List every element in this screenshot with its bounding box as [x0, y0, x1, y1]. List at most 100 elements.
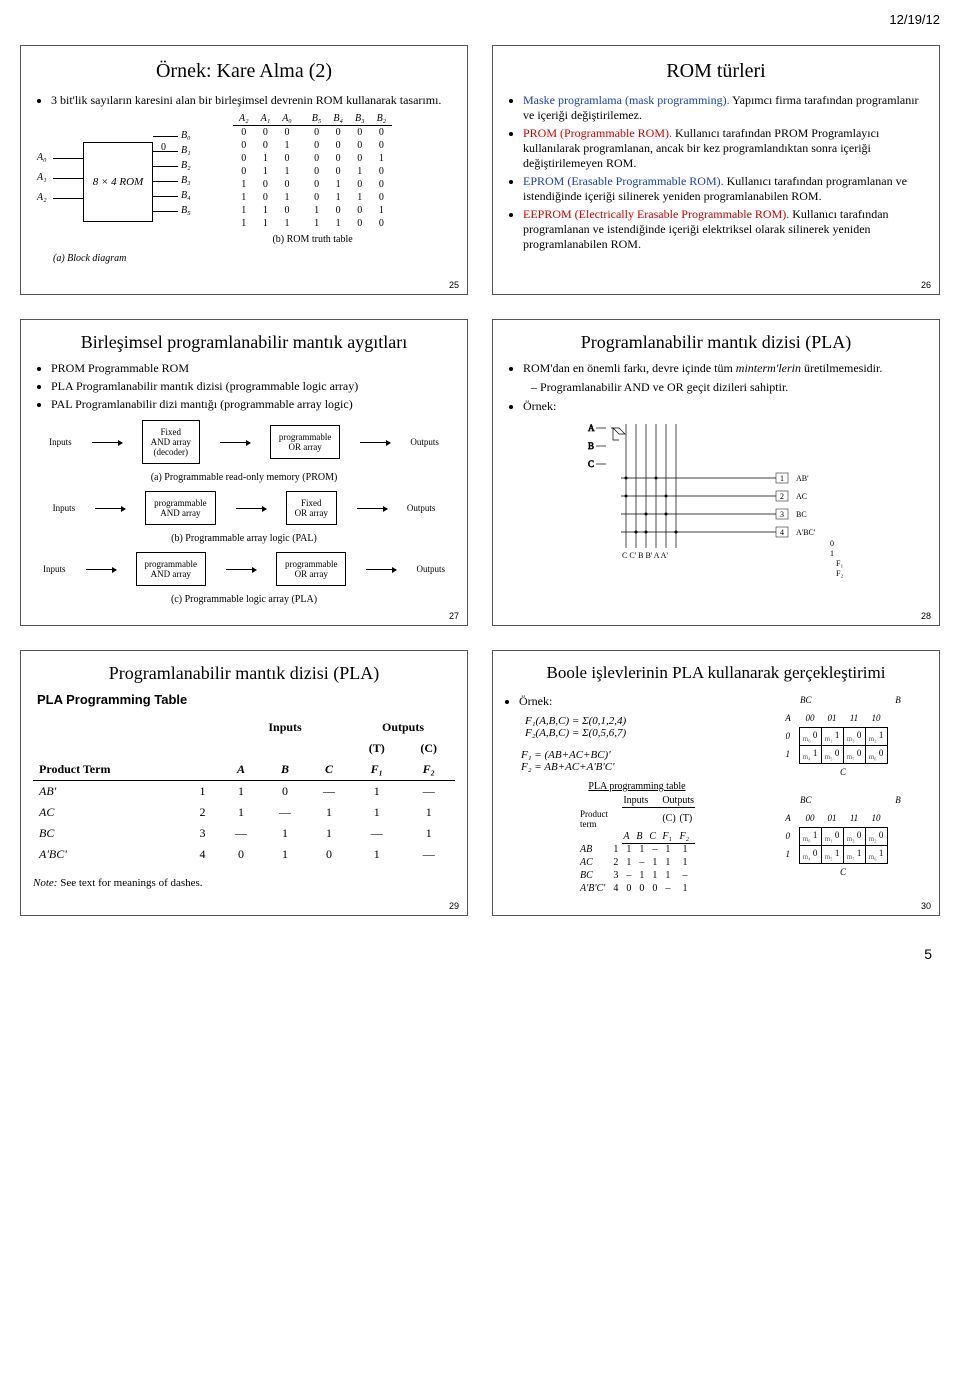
kmap-cell: m₆ 1 [865, 845, 887, 863]
svg-text:1: 1 [780, 474, 784, 483]
truth-cell: 0 [371, 178, 393, 191]
cell: – [661, 882, 678, 895]
cell: 1 [678, 843, 695, 856]
slide-number: 29 [449, 901, 459, 911]
caption-b: (b) ROM truth table [233, 234, 392, 245]
slide25-body: 8 × 4 ROM A₀ A₁ A₂ B₀ B₁ B₂ B₃ B₄ B₅ [33, 112, 455, 262]
truth-header: A₁ [255, 112, 277, 126]
slide-title: Programlanabilir mantık dizisi (PLA) [33, 663, 455, 684]
svg-text:B: B [588, 441, 594, 451]
truth-cell: 0 [302, 152, 328, 165]
truth-cell: 1 [276, 139, 302, 152]
cell: 1 [661, 856, 678, 869]
arrow-icon [357, 508, 387, 509]
struct-row: Inputsprogrammable AND arrayprogrammable… [33, 552, 455, 586]
kmap-cell: m₀ 1 [799, 827, 821, 845]
svg-text:1: 1 [830, 549, 834, 558]
truth-header: B₂ [371, 112, 393, 126]
truth-cell: 1 [276, 217, 302, 230]
kmap-table: BCBA000111100m₀ 1m₁ 0m₃ 0m₂ 01m₄ 0m₅ 1m₇… [777, 791, 909, 881]
line [153, 181, 178, 182]
truth-cell: 0 [302, 139, 328, 152]
col-a: A [219, 759, 263, 781]
truth-cell: 0 [349, 217, 371, 230]
in-a1: A₁ [37, 172, 47, 183]
highlight-text: EEPROM (Electrically Erasable Programmab… [523, 207, 789, 221]
slide-number: 27 [449, 611, 459, 621]
truth-cell: 0 [327, 204, 349, 217]
cell: 1 [609, 843, 622, 856]
slide-27: Birleşimsel programlanabilir mantık aygı… [20, 319, 468, 626]
and-box: programmable AND array [145, 491, 215, 525]
note-text: See text for meanings of dashes. [57, 877, 202, 889]
kmap-cell: m₂ 0 [865, 827, 887, 845]
truth-cell: 0 [371, 217, 393, 230]
col-outputs: Outputs [351, 717, 455, 738]
in-label: Inputs [43, 564, 66, 574]
svg-text:C: C [588, 459, 594, 469]
truth-cell: 1 [255, 152, 277, 165]
out-label: Outputs [410, 437, 439, 447]
col-c2: (C) [661, 808, 678, 830]
cell: 3 [609, 869, 622, 882]
slide-desc: 3 bit'lik sayıların karesini alan bir bi… [51, 93, 455, 108]
out-label: Outputs [416, 564, 445, 574]
cell: 0 [622, 882, 635, 895]
truth-cell: 0 [255, 178, 277, 191]
cell: 2 [609, 856, 622, 869]
list-item: Maske programlama (mask programming). Ya… [523, 93, 927, 123]
cell: 1 [186, 781, 219, 803]
truth-row: 1010110 [233, 191, 392, 204]
arrow-icon [220, 442, 250, 443]
struct-caption: (c) Programmable logic array (PLA) [33, 594, 455, 605]
cell: — [402, 781, 455, 803]
truth-cell: 0 [349, 178, 371, 191]
truth-header: B₅ [302, 112, 328, 126]
ornek-label: Örnek: [519, 694, 769, 709]
out-b1: B₁ [181, 145, 191, 156]
truth-cell: 0 [302, 191, 328, 204]
out-b5: B₅ [181, 205, 191, 216]
arrow-icon [226, 569, 256, 570]
truth-cell: 1 [349, 191, 371, 204]
kmap-cell: m₆ 0 [865, 745, 887, 763]
out-b2: B₂ [181, 160, 191, 171]
slide-26: ROM türleri Maske programlama (mask prog… [492, 45, 940, 295]
text: üretilmemesidir. [801, 361, 882, 375]
slide-25: Örnek: Kare Alma (2) 3 bit'lik sayıların… [20, 45, 468, 295]
table-row: AB111–11 [579, 843, 695, 856]
cell: 1 [635, 869, 648, 882]
text: ROM'dan en önemli farkı, devre içinde tü… [523, 361, 736, 375]
cell: 1 [661, 843, 678, 856]
caption-a: (a) Block diagram [53, 253, 126, 264]
truth-row: 1101001 [233, 204, 392, 217]
truth-cell: 0 [276, 178, 302, 191]
col-f2: F₂ [402, 759, 455, 781]
truth-cell: 0 [302, 126, 328, 140]
table-row: BC3–111– [579, 869, 695, 882]
truth-row: 1000100 [233, 178, 392, 191]
truth-cell: 0 [349, 139, 371, 152]
svg-text:2: 2 [780, 492, 784, 501]
col-f1: F₁ [661, 830, 678, 844]
cell: 1 [661, 869, 678, 882]
truth-row: 0110010 [233, 165, 392, 178]
col-outputs: Outputs [661, 794, 695, 808]
cell: 0 [219, 844, 263, 865]
and-box: programmable AND array [136, 552, 206, 586]
truth-cell: 0 [276, 152, 302, 165]
col-t: (T) [351, 738, 402, 759]
kmap-f1: BCBA000111100m₀ 0m₁ 1m₃ 0m₂ 11m₄ 1m₅ 0m₇… [777, 691, 927, 781]
table-title: PLA Programming Table [37, 692, 455, 707]
kmap-cell: m₃ 0 [843, 727, 865, 745]
arrow-icon [92, 442, 122, 443]
slide-title: Örnek: Kare Alma (2) [33, 60, 455, 83]
block-diagram: 8 × 4 ROM A₀ A₁ A₂ B₀ B₁ B₂ B₃ B₄ B₅ [33, 112, 223, 262]
cell: – [648, 843, 661, 856]
truth-row: 1111100 [233, 217, 392, 230]
in-a2: A₂ [37, 192, 47, 203]
cell: AC [579, 856, 609, 869]
col-c: (C) [402, 738, 455, 759]
col-t: (T) [678, 808, 695, 830]
truth-table: A₂A₁A₀B₅B₄B₃B₂ 0000000001000001000010110… [233, 112, 392, 245]
